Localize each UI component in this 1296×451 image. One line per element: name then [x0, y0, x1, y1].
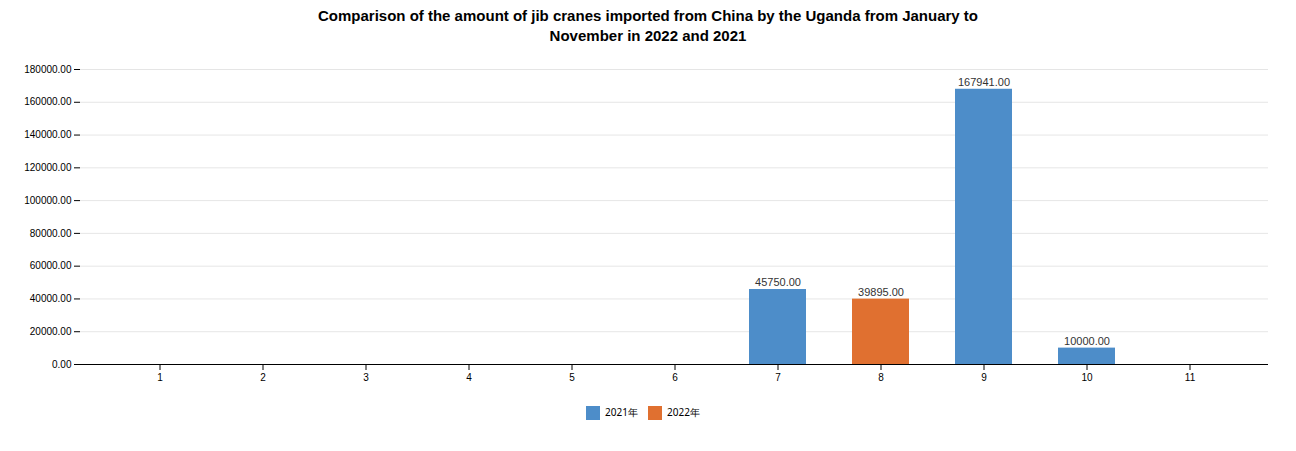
- svg-text:0.00: 0.00: [52, 359, 72, 370]
- svg-text:7: 7: [775, 372, 781, 383]
- svg-text:20000.00: 20000.00: [30, 326, 72, 337]
- svg-text:10000.00: 10000.00: [1064, 335, 1110, 347]
- svg-text:3: 3: [363, 372, 369, 383]
- svg-text:1: 1: [157, 372, 163, 383]
- svg-text:100000.00: 100000.00: [24, 195, 72, 206]
- svg-text:80000.00: 80000.00: [30, 228, 72, 239]
- svg-text:6: 6: [672, 372, 678, 383]
- svg-text:9: 9: [981, 372, 987, 383]
- svg-text:160000.00: 160000.00: [24, 96, 72, 107]
- svg-text:2: 2: [260, 372, 266, 383]
- html-text:2021年: 2021年: [605, 405, 638, 419]
- svg-text:167941.00: 167941.00: [958, 76, 1010, 88]
- svg-text:5: 5: [569, 372, 575, 383]
- svg-text:10: 10: [1081, 372, 1093, 383]
- svg-text:120000.00: 120000.00: [24, 162, 72, 173]
- html-text:2022年: 2022年: [667, 405, 700, 419]
- svg-text:39895.00: 39895.00: [858, 286, 904, 298]
- svg-text:11: 11: [1185, 372, 1196, 383]
- svg-text:60000.00: 60000.00: [30, 260, 72, 271]
- svg-text:4: 4: [466, 372, 472, 383]
- html-text:Comparison of the amount of ji: Comparison of the amount of jib cranes i…: [318, 7, 978, 44]
- svg-text:140000.00: 140000.00: [24, 129, 72, 140]
- svg-text:45750.00: 45750.00: [755, 276, 801, 288]
- svg-text:180000.00: 180000.00: [24, 64, 72, 75]
- svg-text:40000.00: 40000.00: [30, 293, 72, 304]
- svg-text:8: 8: [878, 372, 884, 383]
